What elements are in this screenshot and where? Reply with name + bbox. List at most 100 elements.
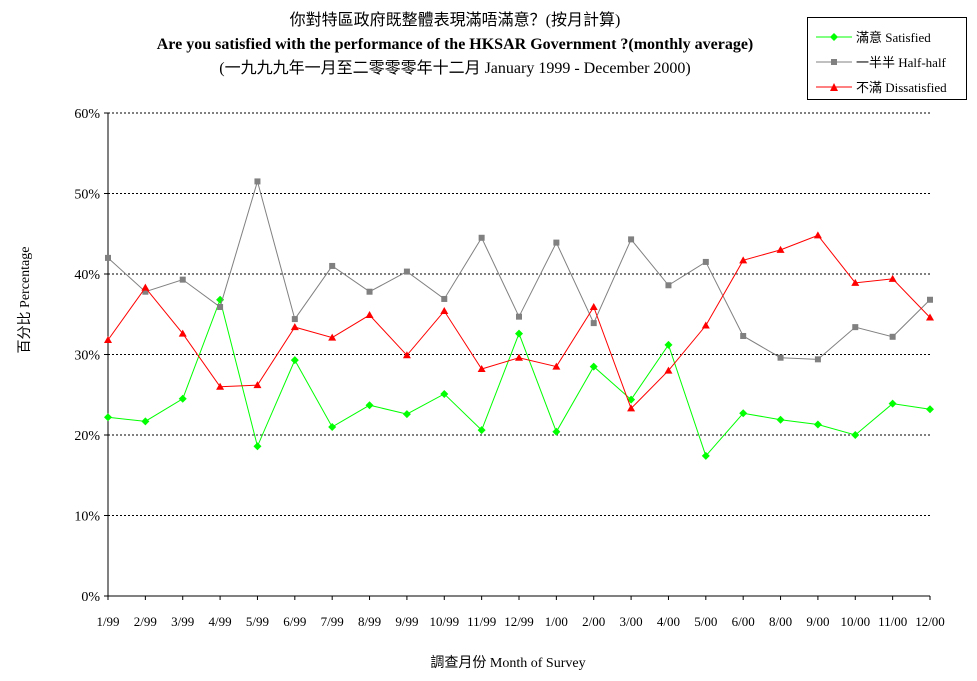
data-point-half-half — [927, 296, 933, 303]
data-point-half-half — [403, 268, 410, 275]
legend: 滿意 Satisfied 一半半 Half-half 不滿 Dissatisfi… — [807, 17, 967, 100]
data-point-satisfied — [776, 415, 785, 424]
x-tick-label: 2/99 — [134, 614, 157, 629]
x-axis-label: 調查月份 Month of Survey — [430, 656, 586, 671]
y-tick-label: 30% — [74, 349, 100, 364]
data-point-dissatisfied — [776, 245, 785, 253]
y-tick-label: 60% — [74, 107, 100, 122]
data-point-dissatisfied — [851, 278, 860, 286]
series-line-satisfied — [107, 298, 931, 457]
data-point-dissatisfied — [216, 382, 225, 390]
data-point-half-half — [628, 236, 635, 243]
data-point-satisfied — [552, 427, 561, 436]
data-point-half-half — [702, 258, 709, 265]
data-point-dissatisfied — [627, 404, 636, 412]
legend-marker-half-half — [816, 58, 852, 65]
series-line-dissatisfied — [107, 234, 931, 410]
data-point-satisfied — [813, 420, 822, 429]
data-point-half-half — [478, 234, 485, 241]
legend-item-dissatisfied: 不滿 Dissatisfied — [808, 74, 966, 99]
data-point-half-half — [777, 354, 784, 361]
data-point-satisfied — [851, 431, 860, 439]
x-tick-label: 3/00 — [620, 614, 643, 629]
legend-label-half-half: 一半半 Half-half — [856, 55, 946, 70]
data-point-satisfied — [253, 442, 262, 451]
data-point-satisfied — [328, 422, 337, 431]
data-point-half-half — [665, 282, 672, 289]
x-tick-label: 5/99 — [246, 614, 269, 629]
data-point-dissatisfied — [253, 381, 262, 389]
data-point-half-half — [105, 254, 111, 261]
y-tick-label: 50% — [74, 188, 100, 203]
x-tick-label: 2/00 — [582, 614, 605, 629]
data-point-dissatisfied — [440, 307, 449, 315]
data-point-dissatisfied — [178, 329, 187, 337]
x-tick-label: 11/00 — [878, 614, 907, 629]
data-point-satisfied — [104, 413, 112, 422]
legend-label-satisfied: 滿意 Satisfied — [856, 30, 931, 45]
data-point-half-half — [142, 288, 149, 295]
data-point-satisfied — [664, 340, 673, 349]
x-tick-label: 9/99 — [395, 614, 418, 629]
data-point-half-half — [814, 356, 821, 363]
data-point-dissatisfied — [589, 303, 598, 311]
x-tick-label: 12/00 — [915, 614, 945, 629]
data-point-half-half — [366, 288, 373, 295]
chart-title-block: 你對特區政府既整體表現滿唔滿意？(按月計算) Are you satisfied… — [110, 8, 800, 82]
data-point-half-half — [217, 304, 224, 311]
data-point-satisfied — [178, 394, 187, 403]
data-point-dissatisfied — [552, 362, 561, 370]
data-point-dissatisfied — [290, 323, 299, 331]
x-tick-label: 8/99 — [358, 614, 381, 629]
data-point-satisfied — [926, 405, 934, 414]
x-tick-label: 11/99 — [467, 614, 496, 629]
y-tick-label: 20% — [74, 429, 100, 444]
x-tick-label: 9/00 — [806, 614, 829, 629]
legend-item-satisfied: 滿意 Satisfied — [808, 24, 966, 49]
x-tick-label: 5/00 — [694, 614, 717, 629]
data-point-half-half — [516, 313, 522, 320]
data-point-half-half — [291, 316, 298, 323]
y-tick-label: 0% — [81, 590, 100, 605]
data-point-half-half — [852, 324, 859, 331]
data-point-dissatisfied — [402, 351, 411, 359]
data-point-satisfied — [365, 401, 374, 410]
data-point-half-half — [889, 333, 896, 340]
legend-label-dissatisfied: 不滿 Dissatisfied — [856, 80, 947, 95]
data-point-satisfied — [701, 451, 710, 460]
data-point-satisfied — [477, 426, 486, 435]
x-tick-label: 3/99 — [171, 614, 194, 629]
data-point-satisfied — [290, 356, 299, 365]
data-point-half-half — [254, 178, 261, 185]
data-point-dissatisfied — [926, 313, 934, 321]
data-point-half-half — [740, 332, 747, 339]
x-tick-label: 12/99 — [504, 614, 534, 629]
data-point-dissatisfied — [739, 256, 748, 264]
data-point-satisfied — [888, 399, 897, 408]
y-tick-label: 10% — [74, 510, 100, 525]
data-point-satisfied — [141, 417, 150, 426]
data-point-dissatisfied — [141, 283, 150, 291]
data-point-dissatisfied — [365, 311, 374, 319]
data-point-satisfied — [589, 362, 598, 371]
data-point-dissatisfied — [515, 353, 523, 361]
data-point-dissatisfied — [104, 336, 112, 344]
chart-subtitle-range: (一九九九年一月至二零零零年十二月 January 1999 - Decembe… — [219, 60, 691, 77]
data-point-half-half — [590, 320, 597, 327]
legend-item-half-half: 一半半 Half-half — [808, 49, 966, 74]
chart-title: 你對特區政府既整體表現滿唔滿意？(按月計算) — [289, 12, 621, 29]
data-point-dissatisfied — [701, 321, 710, 329]
x-tick-label: 6/00 — [732, 614, 755, 629]
data-point-satisfied — [440, 389, 449, 398]
x-tick-label: 4/00 — [657, 614, 680, 629]
data-point-half-half — [179, 276, 186, 283]
data-point-dissatisfied — [477, 364, 486, 372]
data-point-half-half — [441, 295, 448, 302]
y-axis-label: 百分比 Percentage — [18, 246, 33, 354]
data-point-satisfied — [515, 329, 523, 338]
data-point-half-half — [329, 262, 336, 269]
y-tick-label: 40% — [74, 268, 100, 283]
chart-subtitle: Are you satisfied with the performance o… — [156, 36, 754, 53]
legend-marker-satisfied — [816, 32, 852, 41]
